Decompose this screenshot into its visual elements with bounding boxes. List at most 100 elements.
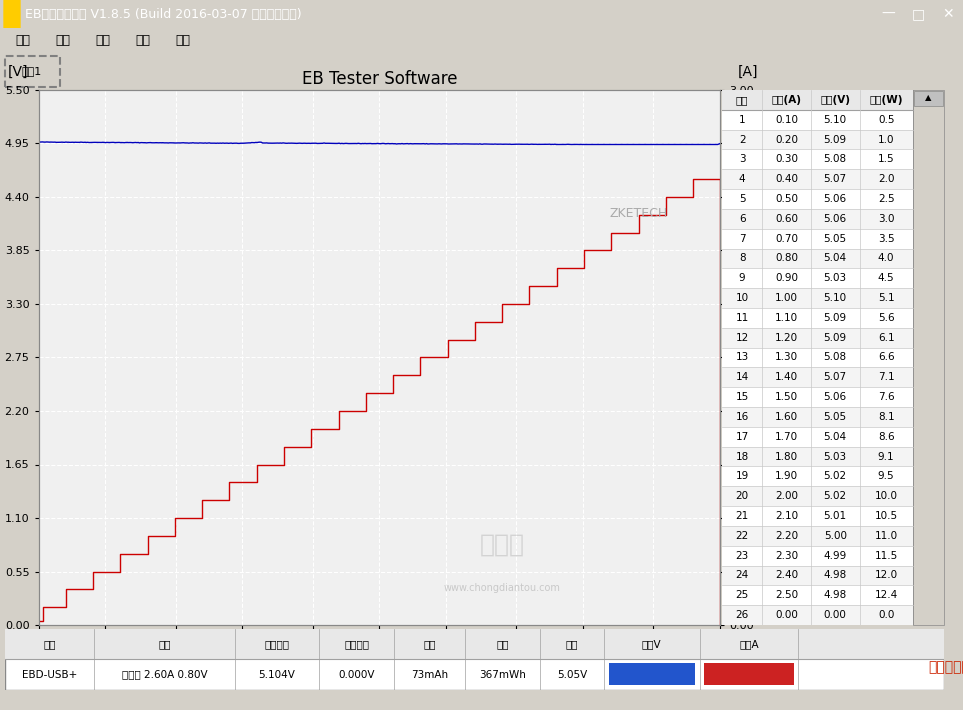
- Bar: [722, 169, 913, 189]
- Text: 23: 23: [736, 551, 749, 561]
- Text: 16: 16: [736, 412, 749, 422]
- Bar: [914, 91, 943, 106]
- Text: 8.6: 8.6: [878, 432, 895, 442]
- Text: 13: 13: [736, 352, 749, 363]
- Text: 5.04: 5.04: [823, 253, 846, 263]
- Text: 12: 12: [736, 333, 749, 343]
- Bar: [722, 328, 913, 348]
- Text: 恒电流 2.60A 0.80V: 恒电流 2.60A 0.80V: [121, 670, 207, 679]
- Text: [A]: [A]: [738, 65, 758, 80]
- Text: 5.6: 5.6: [878, 313, 895, 323]
- Text: 24: 24: [736, 570, 749, 581]
- Bar: [722, 189, 913, 209]
- Text: 曲线A: 曲线A: [739, 639, 759, 649]
- Text: 5.09: 5.09: [823, 134, 846, 145]
- Text: 容量: 容量: [424, 639, 436, 649]
- Text: 21: 21: [736, 511, 749, 521]
- Text: 3.5: 3.5: [878, 234, 895, 244]
- Bar: [722, 466, 913, 486]
- Text: 充电头: 充电头: [480, 532, 525, 557]
- Text: 14: 14: [736, 372, 749, 382]
- Text: 设置: 设置: [135, 34, 150, 47]
- Text: 3.0: 3.0: [878, 214, 895, 224]
- Text: 2.30: 2.30: [775, 551, 798, 561]
- Text: EB测试系统软件 V1.8.5 (Build 2016-03-07 充电头特别版): EB测试系统软件 V1.8.5 (Build 2016-03-07 充电头特别版…: [25, 8, 301, 21]
- Text: 4.98: 4.98: [823, 570, 846, 581]
- Text: 4.5: 4.5: [878, 273, 895, 283]
- Text: 25: 25: [736, 590, 749, 600]
- Bar: [722, 447, 913, 466]
- Text: 367mWh: 367mWh: [479, 670, 526, 679]
- Text: 应什么値得买: 应什么値得买: [928, 660, 963, 674]
- Text: EBD-USB+: EBD-USB+: [22, 670, 77, 679]
- Text: 12.0: 12.0: [874, 570, 898, 581]
- Bar: [609, 663, 695, 685]
- Text: 5.01: 5.01: [823, 511, 846, 521]
- Text: —: —: [881, 7, 895, 21]
- Text: 0.30: 0.30: [775, 154, 798, 164]
- Text: 0.00: 0.00: [775, 610, 798, 620]
- Text: 2.0: 2.0: [878, 174, 895, 184]
- Bar: [722, 387, 913, 407]
- Text: 8.1: 8.1: [878, 412, 895, 422]
- Text: 6.6: 6.6: [878, 352, 895, 363]
- Text: 1: 1: [739, 115, 745, 125]
- Text: 2.40: 2.40: [775, 570, 798, 581]
- Text: 11.0: 11.0: [874, 531, 898, 541]
- Bar: [722, 348, 913, 367]
- Text: 1.80: 1.80: [775, 452, 798, 462]
- Text: 5.08: 5.08: [823, 154, 846, 164]
- Bar: [722, 566, 913, 585]
- Bar: [722, 149, 913, 169]
- Text: 9.1: 9.1: [878, 452, 895, 462]
- Bar: [722, 506, 913, 526]
- Text: 2.00: 2.00: [775, 491, 798, 501]
- Text: 1.0: 1.0: [878, 134, 895, 145]
- Text: 帮助: 帮助: [175, 34, 190, 47]
- Text: 0.20: 0.20: [775, 134, 798, 145]
- Text: 5.05: 5.05: [823, 234, 846, 244]
- Text: 0.60: 0.60: [775, 214, 798, 224]
- Text: 5.04: 5.04: [823, 432, 846, 442]
- Text: 5.00: 5.00: [823, 531, 846, 541]
- Text: 1.30: 1.30: [775, 352, 798, 363]
- Text: 0.70: 0.70: [775, 234, 798, 244]
- Text: 7.6: 7.6: [878, 392, 895, 402]
- Bar: [722, 526, 913, 546]
- Text: 11.5: 11.5: [874, 551, 898, 561]
- Text: 5.08: 5.08: [823, 352, 846, 363]
- Text: 功率(W): 功率(W): [870, 95, 903, 105]
- Text: 9.5: 9.5: [878, 471, 895, 481]
- Text: 2.5: 2.5: [878, 194, 895, 204]
- Text: 0.00: 0.00: [823, 610, 846, 620]
- Text: 起始电压: 起始电压: [265, 639, 290, 649]
- Text: 12.4: 12.4: [874, 590, 898, 600]
- Text: [V]: [V]: [8, 65, 28, 80]
- Bar: [722, 130, 913, 149]
- Text: 2: 2: [739, 134, 745, 145]
- Text: 1.20: 1.20: [775, 333, 798, 343]
- Text: 5.07: 5.07: [823, 372, 846, 382]
- Bar: [722, 268, 913, 288]
- Text: 5.10: 5.10: [823, 115, 846, 125]
- Text: 1.40: 1.40: [775, 372, 798, 382]
- Text: 5.10: 5.10: [823, 293, 846, 303]
- Title: EB Tester Software: EB Tester Software: [301, 70, 457, 89]
- Text: 5.07: 5.07: [823, 174, 846, 184]
- Text: 1.60: 1.60: [775, 412, 798, 422]
- Text: 1.50: 1.50: [775, 392, 798, 402]
- Text: ▲: ▲: [925, 94, 931, 102]
- Text: 6.1: 6.1: [878, 333, 895, 343]
- Text: □: □: [911, 7, 924, 21]
- Text: 3: 3: [739, 154, 745, 164]
- Bar: [722, 367, 913, 387]
- Text: 5.09: 5.09: [823, 313, 846, 323]
- Text: 模式: 模式: [158, 639, 170, 649]
- Text: 10.5: 10.5: [874, 511, 898, 521]
- Bar: [722, 288, 913, 308]
- Text: 5.09: 5.09: [823, 333, 846, 343]
- Bar: [722, 546, 913, 566]
- Text: 1.00: 1.00: [775, 293, 798, 303]
- Text: 终止电压: 终止电压: [345, 639, 370, 649]
- Text: 5: 5: [739, 194, 745, 204]
